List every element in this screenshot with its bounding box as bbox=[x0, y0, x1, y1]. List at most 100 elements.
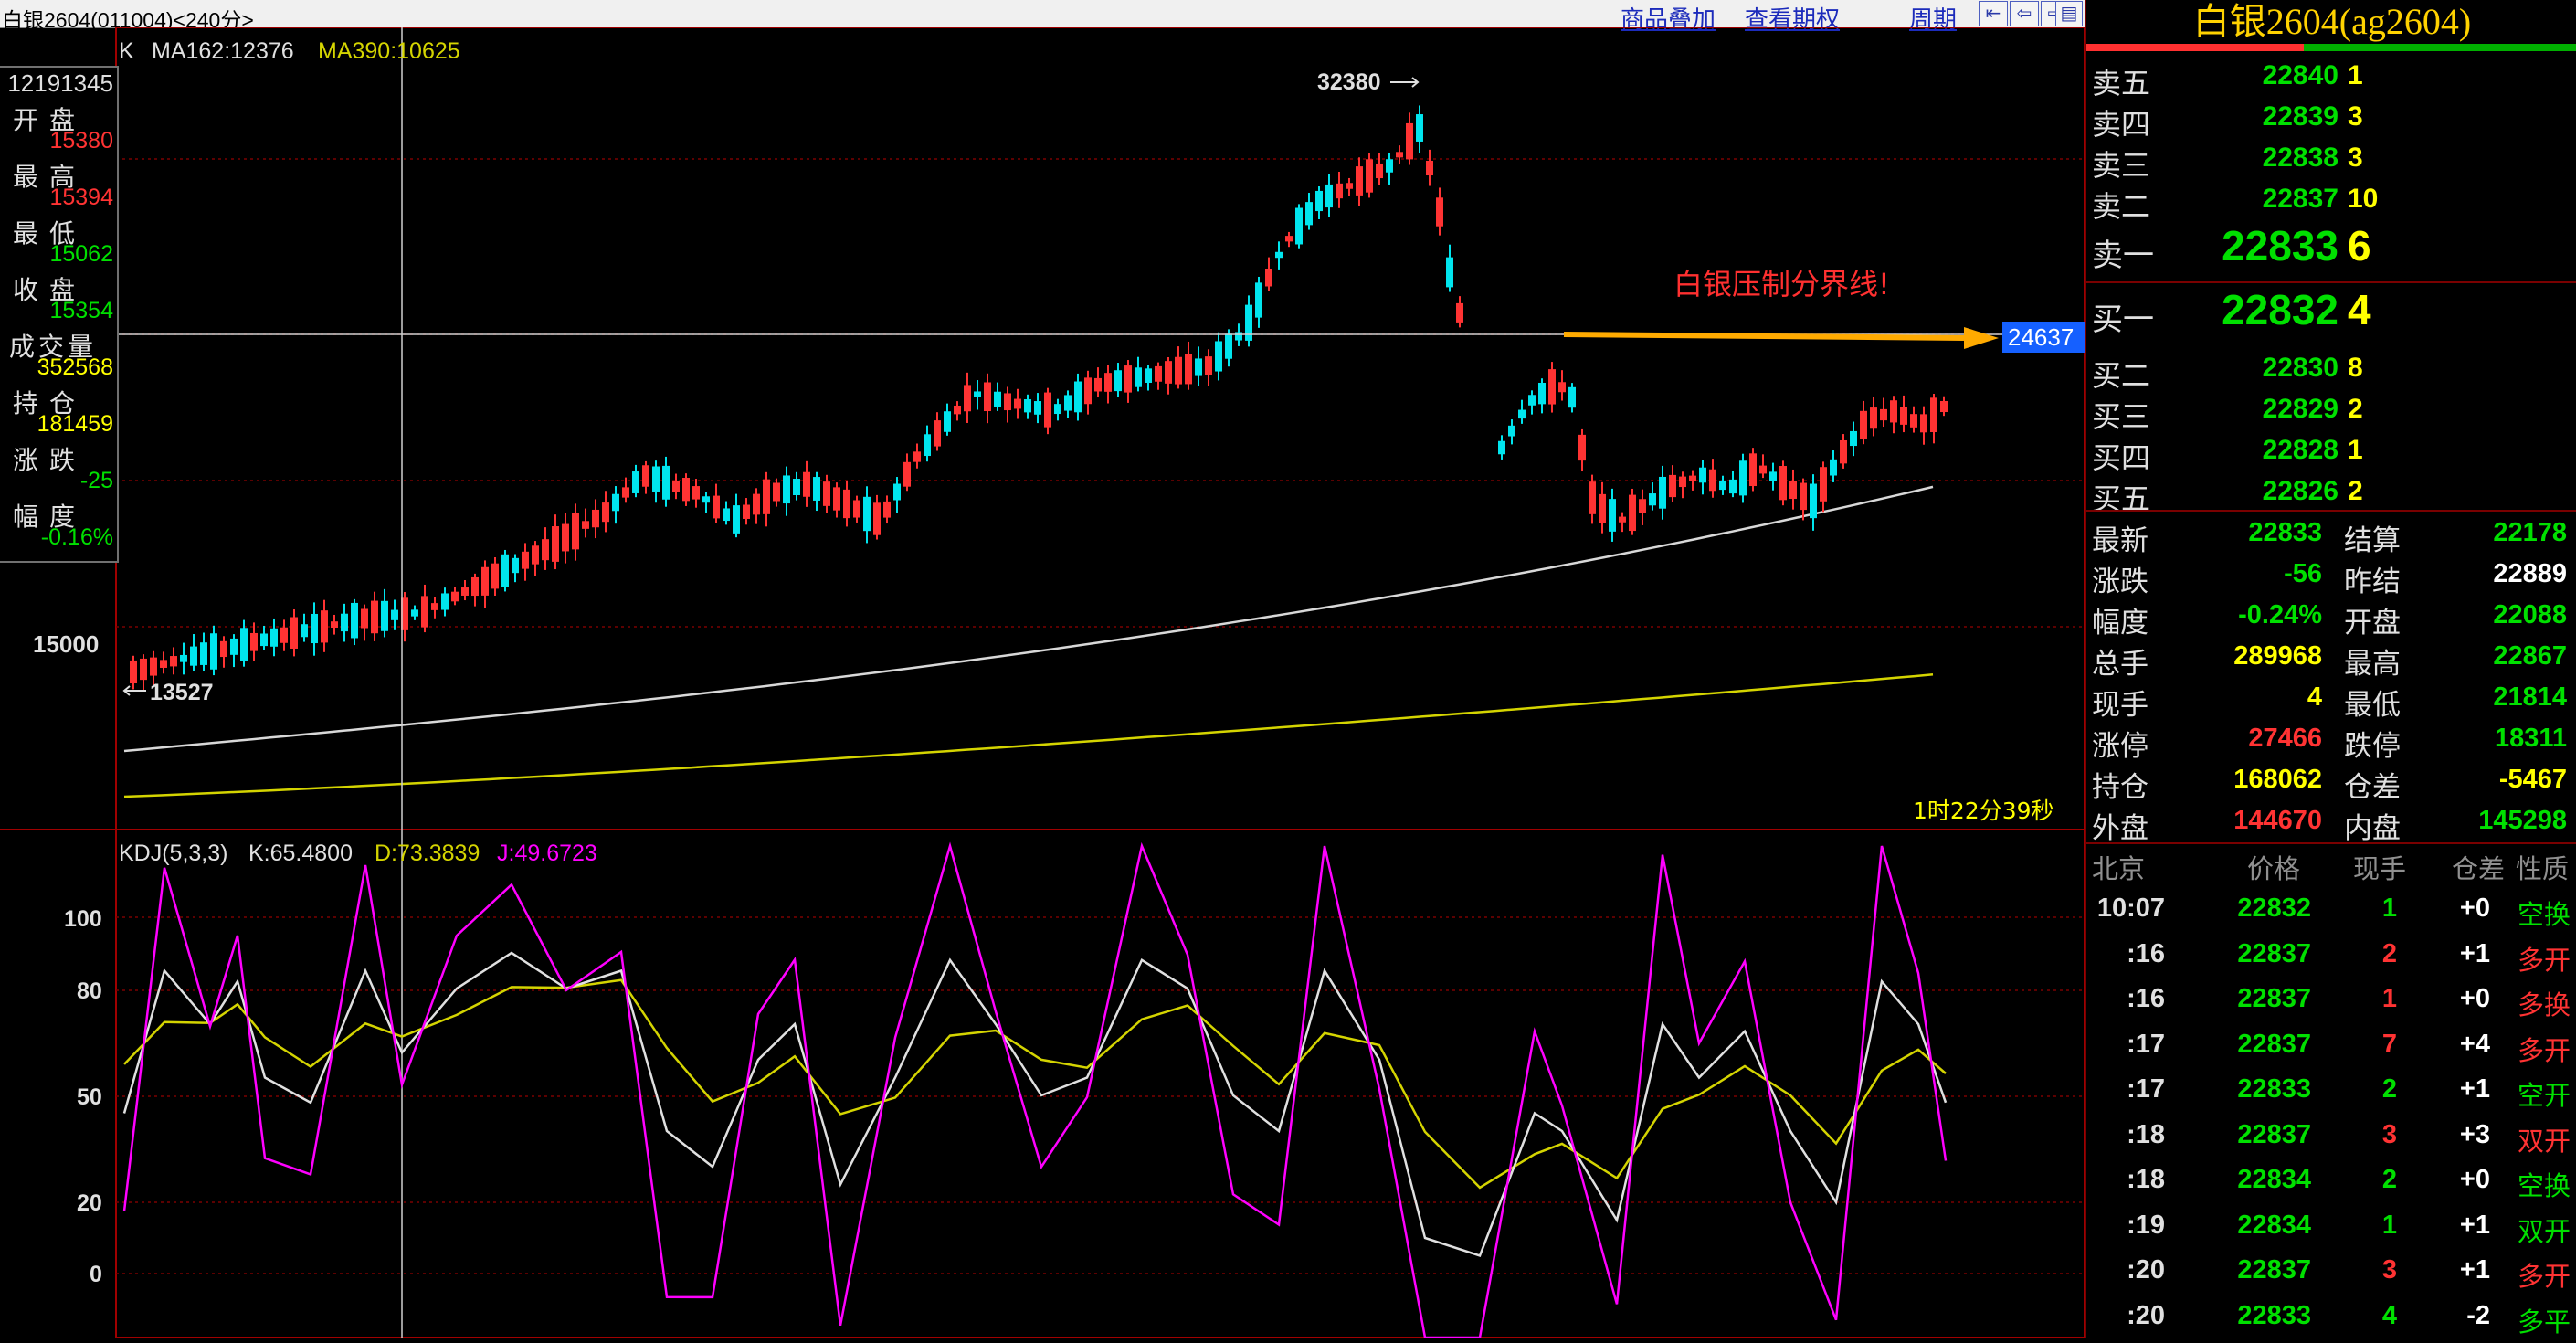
candle-body bbox=[250, 632, 258, 651]
candle-body bbox=[793, 479, 800, 495]
tick-row[interactable]: :19 22834 1 +1 双开 bbox=[2086, 1211, 2576, 1253]
candle-body bbox=[1336, 183, 1343, 199]
stat-value: 22867 bbox=[2493, 641, 2567, 671]
ask-row[interactable]: 卖三 22838 3 bbox=[2086, 137, 2576, 182]
candle-body bbox=[1124, 365, 1132, 393]
level-volume: 1 bbox=[2348, 435, 2363, 465]
candle-body bbox=[662, 465, 670, 500]
level-volume: 4 bbox=[2348, 286, 2371, 333]
stat-value: 144670 bbox=[2233, 806, 2322, 835]
first-page-icon[interactable]: ⇤ bbox=[1979, 1, 2008, 26]
candle-body bbox=[1890, 400, 1897, 423]
level-volume: 6 bbox=[2348, 222, 2371, 270]
candle-body bbox=[1900, 407, 1907, 425]
candle-body bbox=[1518, 409, 1526, 419]
tick-time: :18 bbox=[2127, 1119, 2165, 1149]
candle-body bbox=[1145, 368, 1152, 383]
candle-body bbox=[753, 493, 760, 515]
candle-body bbox=[1074, 381, 1082, 413]
tick-row[interactable]: :16 22837 2 +1 多开 bbox=[2086, 939, 2576, 981]
kdj-j-value: J:49.6723 bbox=[497, 841, 597, 866]
kdj-axis-50: 50 bbox=[77, 1084, 102, 1110]
stat-label: 现手 bbox=[2092, 689, 2148, 721]
candle-body bbox=[210, 633, 217, 670]
ask-row[interactable]: 卖一 22833 6 bbox=[2086, 219, 2576, 283]
candle-body bbox=[401, 597, 408, 630]
candle-body bbox=[1004, 393, 1011, 411]
price-grid bbox=[116, 158, 2085, 628]
bid-row[interactable]: 买五 22826 2 bbox=[2086, 471, 2576, 515]
bid-row[interactable]: 买三 22829 2 bbox=[2086, 388, 2576, 433]
candle-body bbox=[481, 566, 489, 596]
candle-body bbox=[1910, 414, 1917, 428]
candlesticks bbox=[130, 105, 1948, 692]
tick-type: 多开 bbox=[2518, 1036, 2571, 1066]
tick-row[interactable]: :17 22837 7 +4 多开 bbox=[2086, 1030, 2576, 1072]
quote-panel: 白银2604(ag2604) 卖五 22840 1 卖四 22839 3 卖三 22838 3 卖… bbox=[2085, 0, 2576, 1338]
candle-body bbox=[994, 391, 1001, 407]
candle-body bbox=[833, 487, 840, 511]
bid-row[interactable]: 买二 22830 8 bbox=[2086, 347, 2576, 392]
candle-body bbox=[863, 496, 871, 532]
tick-time: :19 bbox=[2127, 1210, 2165, 1240]
candle-body bbox=[190, 646, 197, 666]
stat-label: 总手 bbox=[2092, 648, 2148, 680]
candle-body bbox=[1789, 480, 1797, 500]
candle-body bbox=[1155, 365, 1162, 382]
tick-type: 空开 bbox=[2518, 1082, 2571, 1111]
candle-body bbox=[1396, 152, 1403, 158]
tick-row[interactable]: :18 22837 3 +3 双开 bbox=[2086, 1120, 2576, 1162]
candle-body bbox=[1498, 440, 1505, 455]
candle-body bbox=[1619, 516, 1626, 523]
stat-value: -5467 bbox=[2498, 765, 2567, 794]
candle-body bbox=[532, 545, 539, 565]
tick-time: :16 bbox=[2127, 938, 2165, 968]
candle-body bbox=[1930, 397, 1937, 433]
level-volume: 3 bbox=[2348, 101, 2363, 132]
bid-row[interactable]: 买四 22828 1 bbox=[2086, 429, 2576, 474]
tick-row[interactable]: :17 22833 2 +1 空开 bbox=[2086, 1074, 2576, 1116]
candle-body bbox=[1416, 114, 1423, 142]
candle-body bbox=[1064, 395, 1072, 411]
candle-body bbox=[411, 609, 418, 617]
bid-row[interactable]: 买一 22832 4 bbox=[2086, 283, 2576, 347]
tick-volume: 1 bbox=[2381, 894, 2397, 923]
sell-strength-bar bbox=[2304, 44, 2576, 51]
tick-header: 现手 bbox=[2353, 855, 2407, 884]
tick-row[interactable]: :18 22834 2 +0 空换 bbox=[2086, 1165, 2576, 1207]
stat-label: 结算 bbox=[2344, 524, 2401, 556]
info-value: 15354 bbox=[49, 298, 113, 323]
stat-label: 涨停 bbox=[2092, 730, 2148, 762]
tick-time: :17 bbox=[2127, 1029, 2165, 1059]
tick-price: 22834 bbox=[2237, 1210, 2311, 1240]
tick-row[interactable]: :16 22837 1 +0 多换 bbox=[2086, 984, 2576, 1026]
info-label: 最高 bbox=[13, 163, 87, 191]
prev-page-icon[interactable]: ⇦ bbox=[2010, 1, 2039, 26]
resistance-arrow-line bbox=[1563, 332, 1965, 341]
kdj-grid bbox=[116, 916, 2085, 1274]
tick-row[interactable]: :20 22837 3 +1 多开 bbox=[2086, 1255, 2576, 1297]
stat-label: 最新 bbox=[2092, 524, 2148, 556]
tick-row[interactable]: :20 22833 4 -2 多平 bbox=[2086, 1301, 2576, 1343]
candle-body bbox=[1609, 499, 1616, 532]
stat-value: -0.24% bbox=[2238, 600, 2322, 629]
tick-type: 多平 bbox=[2518, 1307, 2571, 1338]
ask-row[interactable]: 卖二 22837 10 bbox=[2086, 178, 2576, 223]
tick-price: 22833 bbox=[2237, 1300, 2311, 1330]
level-label: 买一 bbox=[2092, 302, 2154, 337]
candle-body bbox=[1456, 302, 1463, 323]
crosshair-price: 24637 bbox=[2008, 323, 2074, 351]
candle-body bbox=[1446, 257, 1453, 288]
candle-body bbox=[1165, 361, 1172, 384]
arrow-head-icon bbox=[1964, 327, 1999, 349]
tick-row[interactable]: 10:07 22832 1 +0 空换 bbox=[2086, 894, 2576, 936]
ask-row[interactable]: 卖五 22840 1 bbox=[2086, 55, 2576, 100]
tick-volume: 4 bbox=[2381, 1300, 2397, 1330]
candle-body bbox=[1386, 159, 1393, 173]
kline-chart-area[interactable]: K MA162:12376 MA390:10625 15000 32380 13… bbox=[0, 27, 2085, 1338]
tick-price: 22833 bbox=[2237, 1074, 2311, 1104]
stat-label: 仓差 bbox=[2344, 771, 2401, 803]
candle-body bbox=[1084, 377, 1092, 405]
layout-icon[interactable]: ▤ bbox=[2055, 1, 2083, 26]
ask-row[interactable]: 卖四 22839 3 bbox=[2086, 96, 2576, 141]
